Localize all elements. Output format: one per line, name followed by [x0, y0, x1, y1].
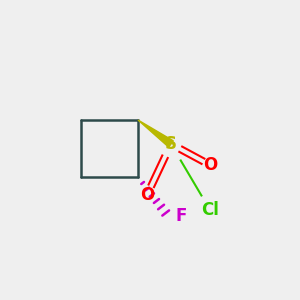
Text: O: O	[203, 156, 217, 174]
Text: Cl: Cl	[201, 201, 219, 219]
Polygon shape	[138, 120, 173, 147]
Text: S: S	[165, 135, 177, 153]
Text: O: O	[140, 186, 154, 204]
Text: F: F	[176, 207, 187, 225]
